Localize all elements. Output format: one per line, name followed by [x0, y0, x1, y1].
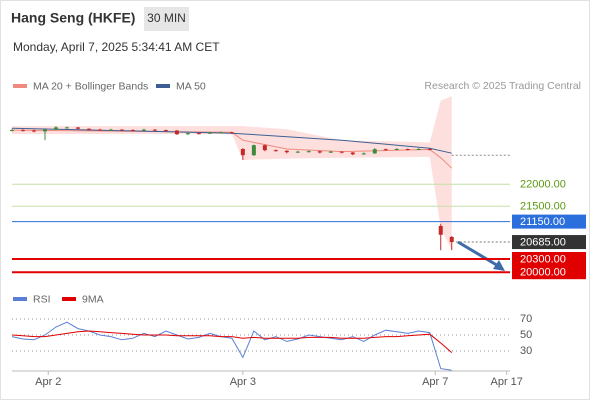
forecast-arrowhead	[493, 260, 505, 271]
credit: Research © 2025 Trading Central	[424, 80, 581, 92]
candle-body	[20, 130, 25, 132]
indicator-line	[11, 321, 452, 371]
candle-body	[152, 129, 157, 131]
title: Hang Seng (HKFE)	[11, 10, 135, 26]
level-label: 20300.00	[520, 253, 566, 265]
legend-label: 9MA	[82, 293, 104, 305]
candle-body	[262, 145, 267, 151]
interval-button[interactable]	[144, 7, 189, 31]
candle-body	[218, 132, 223, 134]
candle-body	[427, 149, 432, 150]
x-tick-label: Apr 17	[490, 376, 522, 388]
legend-label: MA 50	[176, 80, 206, 92]
candle-body	[317, 151, 322, 153]
level-label: 20685.00	[520, 236, 566, 248]
level-label: 21150.00	[520, 216, 565, 228]
candle-body	[86, 128, 91, 130]
candle-body	[361, 153, 366, 155]
candle-body	[229, 132, 234, 134]
candle-body	[438, 226, 443, 235]
legend-label: RSI	[33, 293, 51, 305]
candle-body	[394, 149, 399, 150]
level-box	[512, 214, 586, 229]
candle-body	[328, 151, 333, 153]
level-box	[512, 252, 586, 266]
candle-body	[416, 149, 421, 150]
candle-body	[273, 150, 278, 152]
candle-body	[141, 129, 146, 131]
bollinger-band	[12, 96, 452, 251]
legend-swatch	[156, 84, 170, 88]
candle-body	[10, 130, 14, 132]
x-tick-label: Apr 2	[35, 376, 61, 388]
datetime: Monday, April 7, 2025 5:34:41 AM CET	[13, 40, 220, 54]
candle-body	[53, 127, 58, 130]
legend-swatch	[13, 297, 27, 301]
candle-body	[383, 149, 388, 151]
legend-swatch	[13, 84, 27, 88]
candle-body	[130, 130, 135, 132]
level-box	[512, 265, 586, 280]
candle-body	[284, 150, 289, 153]
x-tick-label: Apr 3	[230, 376, 256, 388]
y-tick-label: 70	[520, 313, 532, 325]
candle-body	[240, 149, 245, 156]
indicator-line	[11, 330, 453, 353]
candle-body	[97, 129, 102, 131]
legend-label: MA 20 + Bollinger Bands	[33, 80, 148, 92]
candle-body	[251, 145, 256, 156]
y-tick-label: 30	[520, 345, 532, 357]
candle-body	[108, 129, 113, 131]
candle-body	[306, 151, 311, 153]
candle-body	[75, 127, 80, 129]
legend-swatch	[62, 297, 76, 301]
candle-body	[196, 133, 201, 135]
y-tick-label: 50	[520, 329, 532, 341]
level-label: 20000.00	[520, 267, 566, 279]
candle-body	[174, 130, 179, 135]
forecast-arrow	[457, 240, 501, 269]
candle-body	[449, 237, 454, 243]
candle-body	[339, 151, 344, 153]
level-label: 21500.00	[520, 201, 566, 213]
candle-body	[350, 152, 355, 155]
level-label: 22000.00	[520, 179, 566, 191]
candle-body	[163, 130, 168, 132]
candle-body	[185, 133, 190, 135]
candle-body	[119, 129, 124, 131]
candle-body	[42, 129, 47, 132]
candle-body	[31, 130, 36, 132]
candle-body	[207, 132, 212, 134]
x-tick-label: Apr 7	[422, 376, 448, 388]
candle-body	[64, 127, 69, 129]
candle-body	[405, 149, 410, 150]
interval-label[interactable]: 30 MIN	[147, 11, 186, 25]
candle-body	[372, 149, 377, 154]
moving-average	[11, 127, 452, 154]
candle-body	[295, 151, 300, 153]
level-box	[512, 235, 586, 250]
